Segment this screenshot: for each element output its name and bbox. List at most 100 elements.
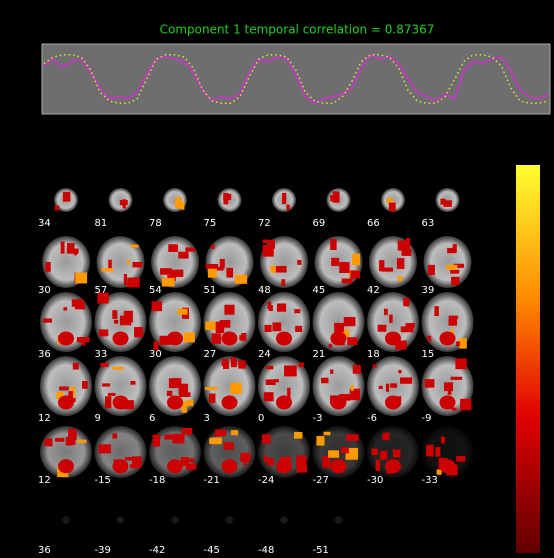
activation-blob [67,249,79,254]
activation-blob [389,315,392,323]
activation-blob [182,428,192,435]
activation-blob [226,268,233,278]
window: Component 1 temporal correlation = 0.873… [0,0,554,558]
activation-blob [330,195,335,201]
activation-blob [294,432,302,439]
activation-blob [386,384,389,392]
slice-label: 42 [367,285,380,296]
activation-blob [373,364,377,367]
slice-label: -18 [149,475,165,486]
activation-blob [175,197,181,208]
activation-blob [384,309,388,315]
slice-label: 34 [38,218,51,229]
slice-label: 72 [258,218,271,229]
activation-blob [455,358,466,369]
activation-blob [403,298,409,307]
activation-blob [112,367,123,370]
activation-blob [381,268,393,272]
activation-blob [296,455,306,465]
activation-blob [276,332,292,346]
activation-blob [387,198,394,203]
activation-blob [124,311,133,323]
activation-blob [342,279,353,284]
activation-blob [444,382,453,391]
activation-blob [185,247,194,251]
brain-slice [117,516,125,524]
activation-blob [160,268,172,275]
slice-label: 69 [313,218,326,229]
activation-blob [393,449,401,457]
slice-label: -51 [313,545,329,556]
activation-blob [209,394,216,403]
activation-blob [184,458,194,462]
activation-blob [125,457,138,460]
activation-blob [276,266,287,273]
activation-blob [186,400,193,406]
activation-blob [223,193,228,204]
slice-label: 9 [95,413,101,424]
activation-blob [231,357,237,367]
activation-blob [265,325,272,332]
slice-label: -45 [204,545,220,556]
activation-blob [215,430,226,437]
activation-blob [274,379,279,382]
brain-slice [424,236,472,288]
activation-blob [112,310,117,319]
activation-blob [45,262,50,272]
slice-label: 39 [422,285,435,296]
activation-blob [451,377,463,380]
activation-blob [164,435,176,440]
activation-blob [269,240,275,249]
activation-blob [127,260,130,264]
activation-blob [328,450,339,457]
activation-blob [434,306,438,316]
activation-blob [99,329,108,336]
slice-label: 33 [95,349,108,360]
activation-blob [127,278,140,288]
activation-blob [334,323,344,332]
activation-blob [441,437,445,444]
activation-blob [208,268,217,278]
activation-blob [390,383,397,387]
activation-blob [272,322,281,331]
activation-blob [447,248,456,253]
activation-blob [385,459,401,473]
slice-label: 51 [204,285,217,296]
activation-blob [268,302,272,309]
activation-blob [321,378,328,383]
activation-blob [456,456,465,462]
slice-label: -42 [149,545,165,556]
slice-label: 66 [367,218,380,229]
activation-blob [351,385,354,391]
activation-blob [44,438,52,446]
activation-blob [331,459,347,473]
brain-slice [226,516,234,524]
plot-area [42,44,550,114]
activation-blob [58,459,74,473]
activation-blob [294,309,300,313]
slice-label: 30 [38,285,51,296]
activation-blob [105,396,111,408]
slice-label: 15 [422,349,435,360]
slice-label: -48 [258,545,274,556]
activation-blob [171,270,183,277]
activation-blob [124,274,127,285]
activation-blob [425,379,435,388]
activation-blob [330,239,336,250]
page: Component 1 temporal correlation = 0.873… [0,0,554,558]
activation-blob [460,399,471,411]
slice-label: 0 [258,413,264,424]
activation-blob [184,332,195,342]
activation-blob [108,393,116,396]
brain-slice [436,188,460,212]
activation-blob [449,316,458,319]
slice-label: 36 [38,349,51,360]
activation-blob [459,338,467,348]
activation-blob [222,359,229,366]
activation-blob [398,370,401,373]
activation-blob [162,278,175,287]
activation-blob [58,332,74,346]
activation-blob [450,270,459,274]
activation-blob [339,262,349,273]
activation-blob [264,455,268,462]
